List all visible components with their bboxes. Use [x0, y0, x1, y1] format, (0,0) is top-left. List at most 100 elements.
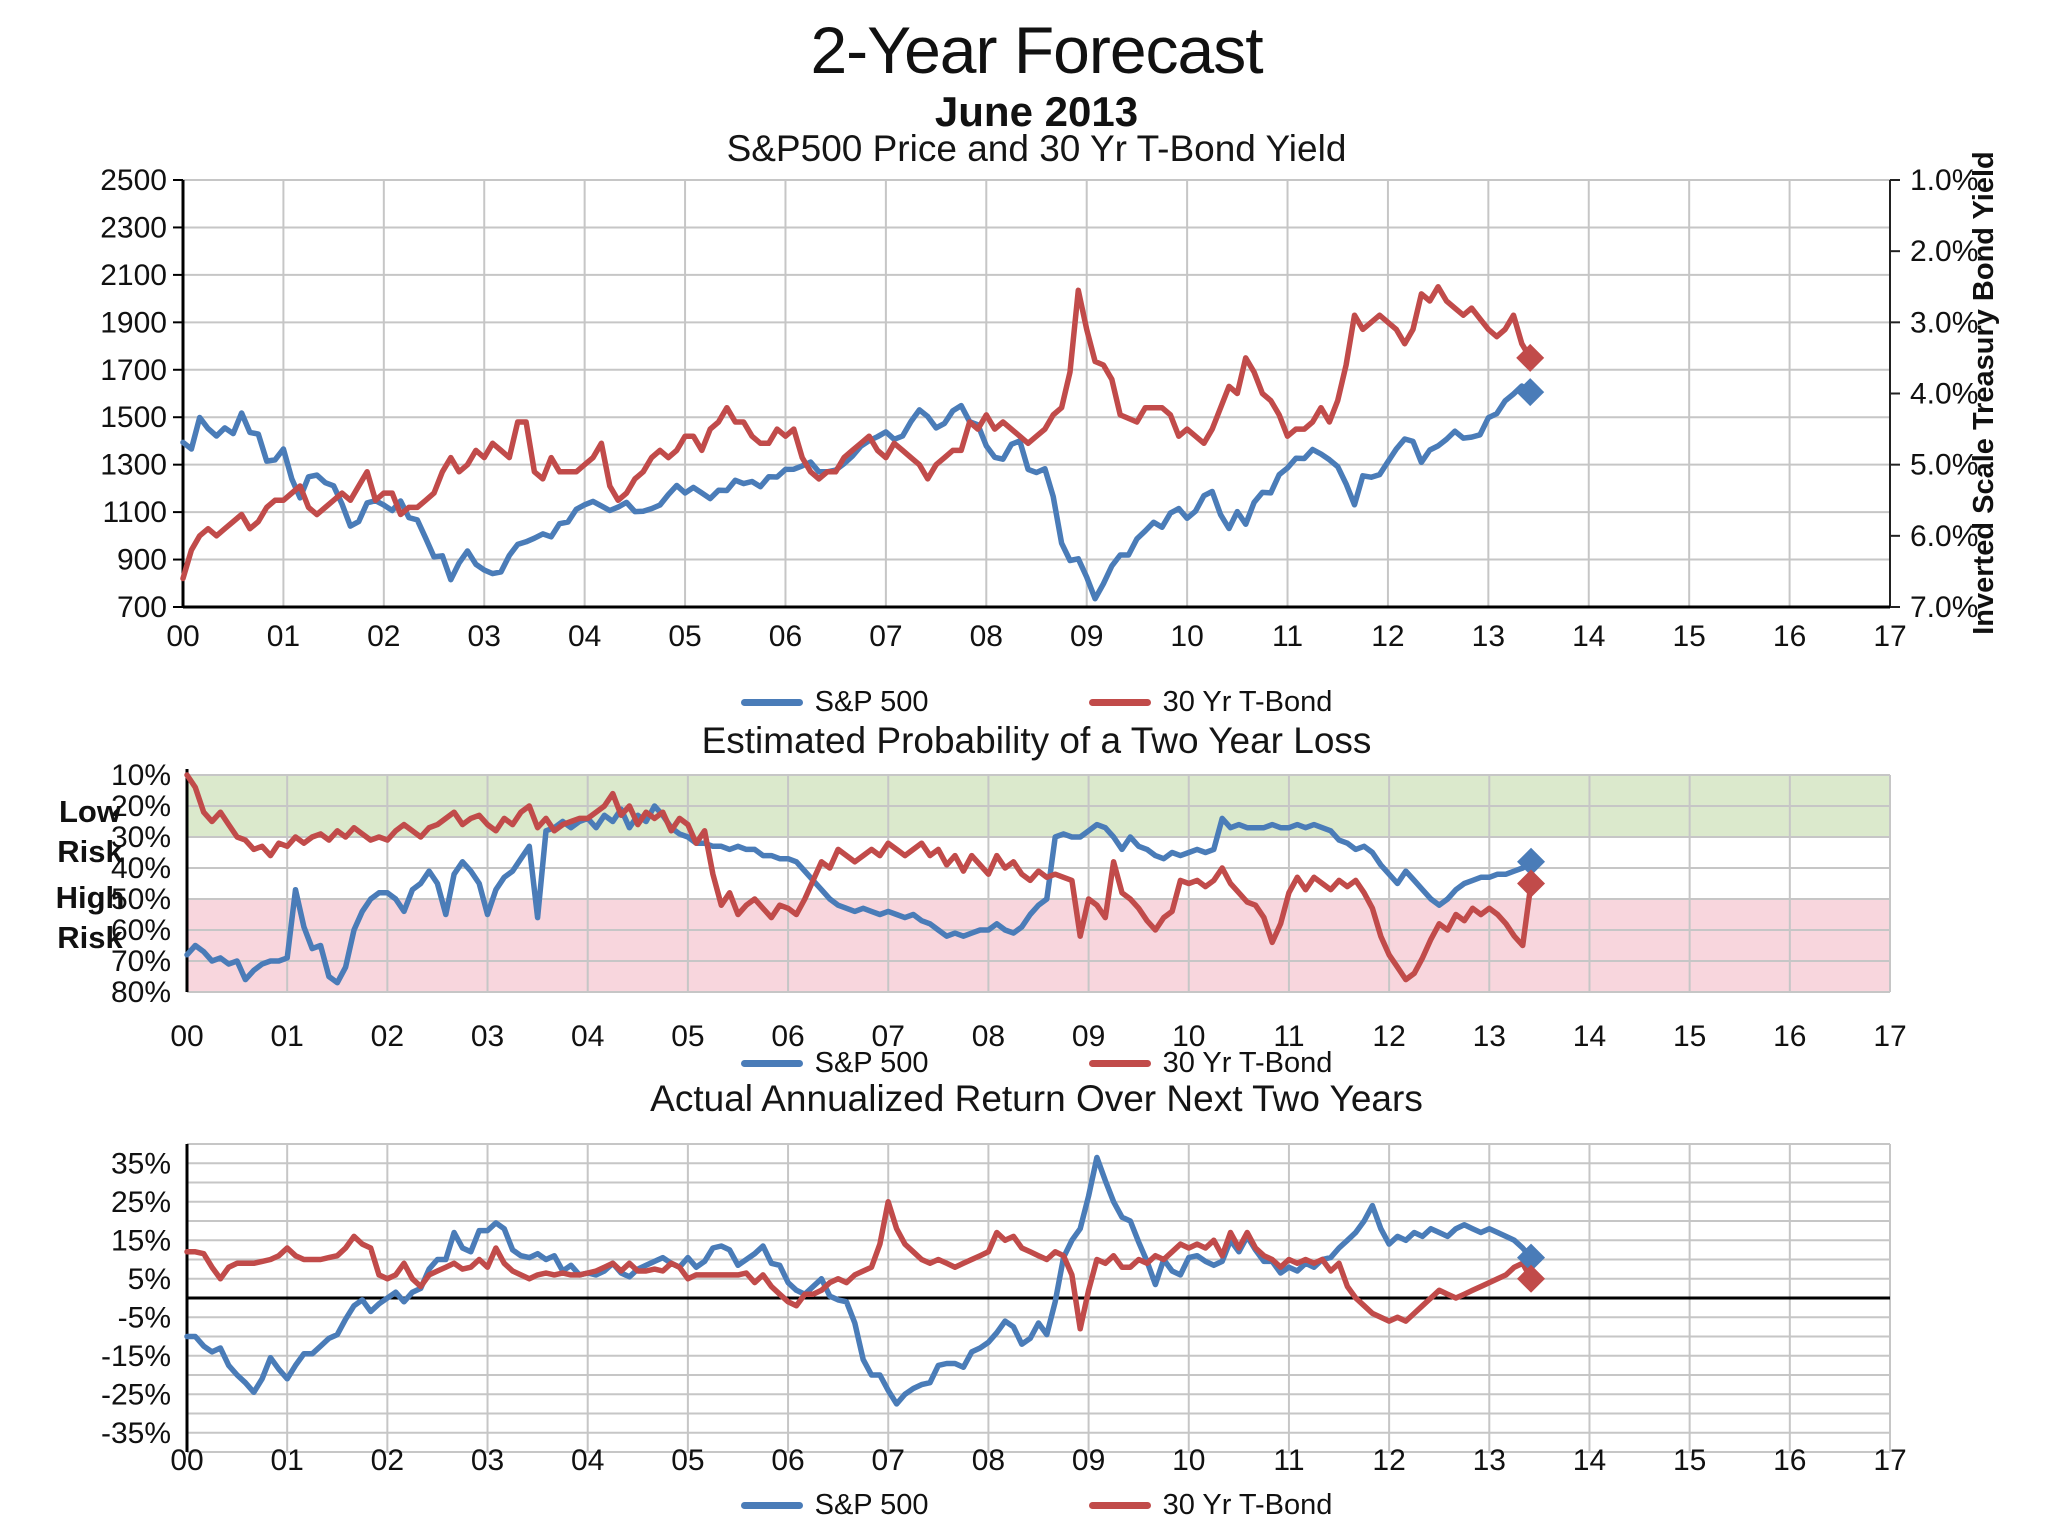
svg-text:01: 01	[267, 620, 300, 653]
page-subtitle: June 2013	[934, 88, 1139, 135]
chart2-plot: 10%20%30%40%50%60%70%80% 00 01 02 03 04 05 06 07…	[111, 759, 1907, 1053]
svg-text:06: 06	[771, 1020, 804, 1053]
svg-text:02: 02	[371, 1444, 404, 1477]
high-risk-label: High Risk	[55, 880, 125, 955]
svg-text:15%: 15%	[111, 1224, 171, 1257]
svg-text:01: 01	[270, 1020, 303, 1053]
svg-text:09: 09	[1072, 1444, 1105, 1477]
right-axis-label: Inverted Scale Treasury Bond Yield	[1968, 151, 2000, 635]
svg-text:00: 00	[170, 1444, 203, 1477]
svg-text:2.0%: 2.0%	[1910, 235, 1978, 268]
svg-text:11: 11	[1273, 1020, 1304, 1053]
svg-text:1900: 1900	[100, 306, 167, 339]
svg-text:4.0%: 4.0%	[1910, 378, 1978, 411]
svg-text:16: 16	[1773, 620, 1806, 653]
svg-text:6.0%: 6.0%	[1910, 520, 1978, 553]
legend-label-sp500: S&P 500	[814, 686, 929, 718]
legend-label-tbond: 30 Yr T-Bond	[1162, 686, 1333, 718]
svg-text:06: 06	[771, 1444, 804, 1477]
svg-text:14: 14	[1573, 1444, 1606, 1477]
svg-text:700: 700	[117, 591, 167, 624]
svg-text:5.0%: 5.0%	[1910, 449, 1978, 482]
svg-text:05: 05	[671, 1444, 704, 1477]
svg-text:09: 09	[1070, 620, 1103, 653]
legend-item-sp500: S&P 500	[740, 1047, 929, 1080]
legend-item-tbond: 30 Yr T-Bond	[1088, 1489, 1333, 1522]
svg-text:05: 05	[668, 620, 701, 653]
svg-text:15: 15	[1672, 620, 1705, 653]
svg-text:17: 17	[1873, 1020, 1906, 1053]
svg-text:-15%: -15%	[101, 1340, 171, 1373]
svg-text:80%: 80%	[111, 976, 171, 1009]
svg-text:12: 12	[1371, 620, 1404, 653]
chart3-plot: 35% 25% 15% 5% -5% -15% -25% -35%00 01 02 03 04 05 06…	[101, 1143, 1907, 1477]
svg-text:30%: 30%	[111, 821, 171, 854]
svg-text:12: 12	[1372, 1020, 1405, 1053]
sp500-line-swatch-icon	[740, 1502, 803, 1509]
svg-text:17: 17	[1873, 1444, 1906, 1477]
svg-text:01: 01	[270, 1444, 303, 1477]
svg-text:7.0%: 7.0%	[1910, 591, 1978, 624]
svg-text:09: 09	[1072, 1020, 1105, 1053]
legend-label-tbond: 30 Yr T-Bond	[1162, 1047, 1333, 1079]
tbond-line-swatch-icon	[1088, 1502, 1151, 1509]
legend-item-sp500: S&P 500	[740, 686, 929, 719]
svg-text:04: 04	[571, 1020, 604, 1053]
svg-text:03: 03	[471, 1020, 504, 1053]
svg-text:5%: 5%	[128, 1263, 171, 1296]
svg-text:03: 03	[471, 1444, 504, 1477]
svg-text:07: 07	[869, 620, 902, 653]
svg-text:1.0%: 1.0%	[1910, 164, 1978, 197]
svg-text:11: 11	[1273, 1444, 1304, 1477]
svg-text:1100: 1100	[102, 496, 167, 529]
page-title: 2-Year Forecast	[810, 13, 1263, 87]
legend-item-tbond: 30 Yr T-Bond	[1088, 1047, 1333, 1080]
svg-text:13: 13	[1473, 1020, 1506, 1053]
svg-text:1700: 1700	[100, 354, 167, 387]
chart1-legend: S&P 500 30 Yr T-Bond	[183, 686, 1890, 719]
svg-text:07: 07	[872, 1444, 905, 1477]
svg-text:06: 06	[769, 620, 802, 653]
svg-text:60%: 60%	[111, 914, 171, 947]
tbond-line-swatch-icon	[1088, 699, 1151, 706]
legend-label-sp500: S&P 500	[814, 1047, 929, 1079]
svg-text:10: 10	[1172, 1020, 1205, 1053]
svg-text:00: 00	[170, 1020, 203, 1053]
svg-text:-25%: -25%	[101, 1378, 171, 1411]
svg-text:50%: 50%	[111, 883, 171, 916]
svg-text:14: 14	[1573, 1020, 1606, 1053]
svg-text:10%: 10%	[111, 759, 171, 792]
svg-text:1500: 1500	[100, 401, 167, 434]
svg-text:08: 08	[970, 620, 1003, 653]
svg-text:900: 900	[117, 544, 167, 577]
svg-text:-5%: -5%	[118, 1301, 171, 1334]
sp500-line-swatch-icon	[740, 1060, 803, 1067]
sp500-line-swatch-icon	[740, 699, 803, 706]
chart3-title: Actual Annualized Return Over Next Two Y…	[650, 1078, 1423, 1119]
svg-text:07: 07	[872, 1020, 905, 1053]
svg-text:04: 04	[571, 1444, 604, 1477]
svg-text:03: 03	[468, 620, 501, 653]
svg-text:13: 13	[1472, 620, 1505, 653]
legend-label-sp500: S&P 500	[814, 1489, 929, 1521]
svg-text:14: 14	[1572, 620, 1605, 653]
svg-text:08: 08	[972, 1444, 1005, 1477]
svg-text:02: 02	[371, 1020, 404, 1053]
svg-text:3.0%: 3.0%	[1910, 306, 1978, 339]
svg-text:35%: 35%	[111, 1147, 171, 1180]
legend-label-tbond: 30 Yr T-Bond	[1162, 1489, 1333, 1521]
low-risk-label: Low Risk	[57, 794, 123, 869]
svg-text:13: 13	[1473, 1444, 1506, 1477]
svg-text:17: 17	[1873, 620, 1906, 653]
svg-text:11: 11	[1272, 620, 1303, 653]
svg-text:2500: 2500	[100, 164, 167, 197]
chart2-legend: S&P 500 30 Yr T-Bond	[183, 1047, 1890, 1080]
svg-text:2300: 2300	[100, 211, 167, 244]
svg-text:15: 15	[1673, 1444, 1706, 1477]
svg-text:05: 05	[671, 1020, 704, 1053]
svg-text:12: 12	[1372, 1444, 1405, 1477]
svg-text:1300: 1300	[100, 449, 167, 482]
